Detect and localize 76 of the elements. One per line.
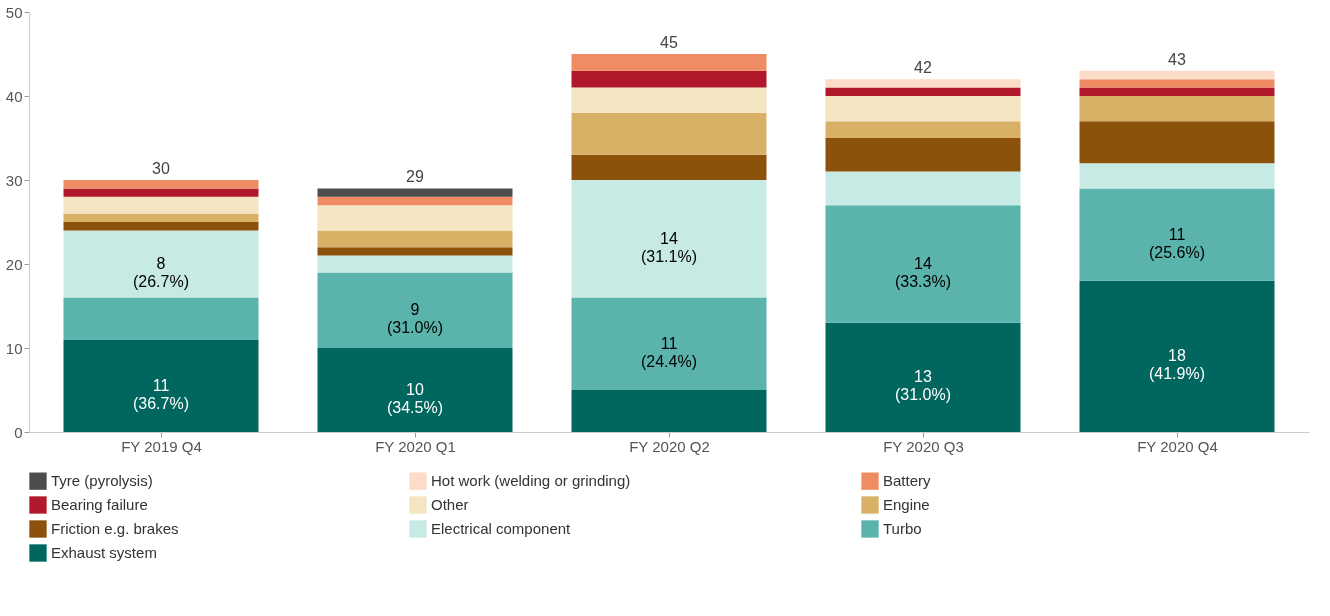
legend-label: Tyre (pyrolysis) [51, 472, 153, 490]
bar [825, 79, 1021, 88]
bar [63, 297, 259, 340]
bar [571, 87, 767, 113]
legend-label: Electrical component [431, 520, 572, 537]
legend-label: Bearing failure [51, 496, 148, 513]
legend-label: Exhaust system [51, 544, 157, 561]
x-tick-label: FY 2020 Q1 [375, 437, 456, 455]
bar [317, 230, 513, 248]
data-label: 10 (34.5%) [386, 381, 444, 416]
bar [571, 390, 767, 432]
bar [63, 196, 259, 214]
data-label: 14 (33.3%) [894, 255, 952, 290]
bar [1079, 79, 1275, 88]
legend-label: Turbo [883, 520, 922, 537]
data-label: 13 (31.0%) [894, 368, 952, 404]
bar [1079, 70, 1275, 80]
bar [63, 213, 259, 222]
total-label: 43 [1168, 50, 1186, 68]
bar [1079, 87, 1275, 96]
bar [63, 188, 259, 197]
bar [571, 297, 767, 390]
x-tick-label: FY 2020 Q2 [629, 437, 710, 455]
bar [825, 322, 1021, 432]
data-label: 11 (24.4%) [640, 334, 698, 370]
data-label: 8 (26.7%) [132, 255, 190, 290]
bar [317, 188, 513, 197]
bar [571, 112, 767, 155]
bar [1079, 96, 1275, 122]
bar [317, 348, 513, 432]
bar [571, 70, 767, 88]
x-tick-label: FY 2020 Q4 [1137, 437, 1218, 455]
y-tick-label: 50 [5, 3, 23, 21]
bar [317, 255, 513, 273]
bar [1079, 280, 1275, 432]
bar [1079, 163, 1275, 189]
bar [571, 180, 767, 298]
y-tick-label: 10 [5, 339, 23, 357]
bar [63, 222, 259, 231]
y-tick-label: 30 [5, 171, 23, 189]
y-tick-label: 0 [14, 423, 23, 441]
bar [571, 154, 767, 180]
total-label: 45 [660, 34, 678, 51]
legend-label: Other [431, 496, 469, 513]
total-label: 29 [406, 168, 424, 186]
y-tick-label: 40 [5, 87, 23, 105]
bar [825, 121, 1021, 138]
bar [63, 230, 259, 298]
bar [317, 196, 513, 206]
bar [571, 54, 767, 71]
total-label: 42 [914, 59, 932, 77]
bar [825, 96, 1021, 122]
legend-label: Battery [883, 472, 932, 490]
legend-label: Friction e.g. brakes [51, 520, 179, 537]
bar [63, 180, 259, 189]
data-label: 9 (31.0%) [386, 301, 444, 337]
bar [825, 87, 1021, 96]
legend-label: Hot work (welding or grinding) [431, 472, 631, 490]
data-label: 18 (41.9%) [1148, 347, 1206, 383]
legend-label: Engine [883, 496, 930, 513]
bar [825, 205, 1021, 323]
bar [63, 339, 259, 432]
x-tick-label: FY 2019 Q4 [121, 437, 202, 455]
data-label: 11 (25.6%) [1148, 225, 1206, 261]
bar [1079, 121, 1275, 164]
total-label: 30 [152, 160, 170, 177]
bar [317, 247, 513, 256]
x-tick-label: FY 2020 Q3 [883, 437, 964, 455]
y-tick-label: 20 [5, 255, 23, 273]
data-label: 14 (31.1%) [640, 229, 698, 265]
bar [317, 205, 513, 231]
bar [1079, 188, 1275, 281]
bar [317, 272, 513, 348]
bar [825, 138, 1021, 172]
data-label: 11 (36.7%) [132, 376, 190, 412]
bar [825, 171, 1021, 206]
